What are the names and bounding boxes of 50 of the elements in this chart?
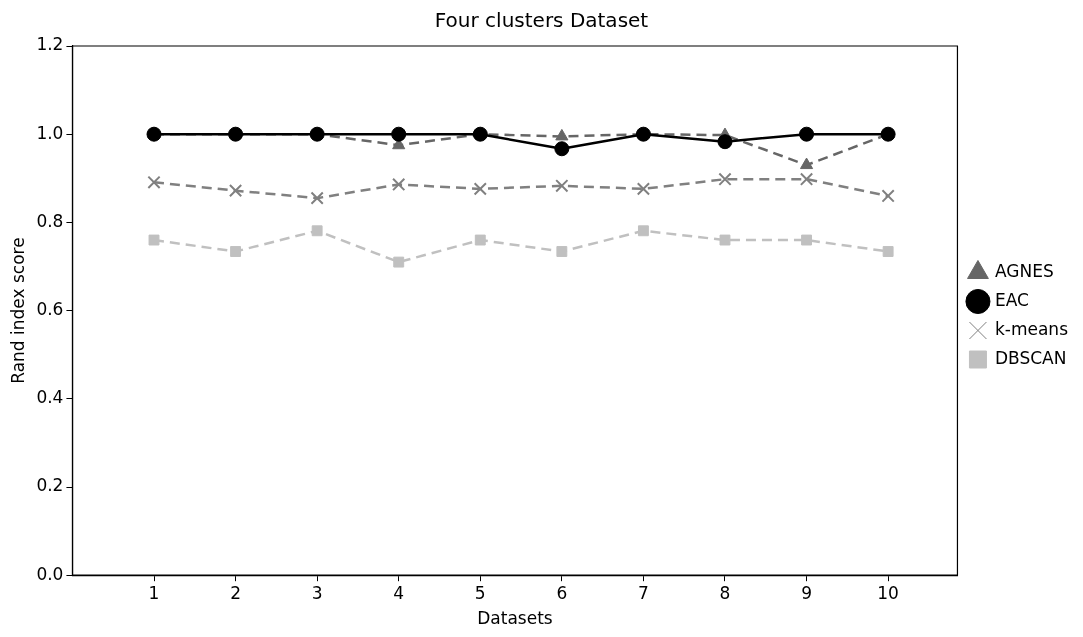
point bbox=[717, 134, 733, 150]
point bbox=[554, 141, 570, 157]
point bbox=[392, 177, 406, 192]
point bbox=[637, 225, 649, 237]
legend-label: AGNES bbox=[994, 260, 1054, 281]
y-tick-label: 0.4 bbox=[36, 387, 64, 408]
x-tick-label: 2 bbox=[230, 582, 241, 603]
y-tick-label: 0.8 bbox=[36, 210, 64, 231]
point bbox=[636, 182, 651, 196]
point bbox=[310, 191, 324, 205]
point bbox=[881, 189, 895, 203]
chart-title: Four clusters Dataset bbox=[434, 8, 649, 33]
x-tick-label: 8 bbox=[719, 582, 731, 603]
y-tick-label: 1.2 bbox=[36, 34, 64, 55]
x-tick-label: 6 bbox=[556, 582, 568, 603]
x-tick-label: 9 bbox=[801, 582, 812, 603]
legend-label: k-means bbox=[994, 318, 1069, 339]
point bbox=[799, 172, 814, 186]
point bbox=[473, 182, 487, 196]
point bbox=[393, 256, 405, 268]
point bbox=[882, 246, 894, 257]
x-tick-label: 3 bbox=[311, 582, 323, 603]
point bbox=[147, 175, 161, 189]
x-tick-label: 10 bbox=[877, 582, 899, 603]
y-tick-label: 0.0 bbox=[36, 563, 64, 584]
legend-label: DBSCAN bbox=[994, 347, 1067, 368]
point bbox=[719, 234, 731, 246]
x-tick-label: 4 bbox=[393, 582, 405, 603]
point bbox=[556, 246, 568, 257]
x-tick-label: 5 bbox=[474, 582, 486, 603]
point bbox=[801, 234, 812, 246]
point bbox=[718, 172, 732, 186]
point bbox=[230, 246, 242, 257]
point bbox=[311, 225, 323, 237]
x-tick-label: 1 bbox=[148, 582, 160, 603]
point bbox=[474, 234, 486, 246]
point bbox=[555, 128, 569, 141]
point bbox=[148, 234, 160, 246]
point bbox=[799, 126, 815, 142]
point bbox=[228, 183, 243, 198]
point bbox=[555, 179, 569, 193]
x-tick-label: 7 bbox=[638, 582, 649, 603]
y-axis-title: Rand index score bbox=[7, 237, 28, 384]
y-tick-label: 1.0 bbox=[36, 122, 64, 143]
point bbox=[391, 126, 407, 142]
x-axis-title: Datasets bbox=[477, 608, 553, 629]
y-tick-label: 0.2 bbox=[36, 475, 64, 496]
y-tick-label: 0.6 bbox=[36, 299, 64, 320]
legend-label: EAC bbox=[994, 289, 1029, 310]
point bbox=[799, 157, 814, 170]
